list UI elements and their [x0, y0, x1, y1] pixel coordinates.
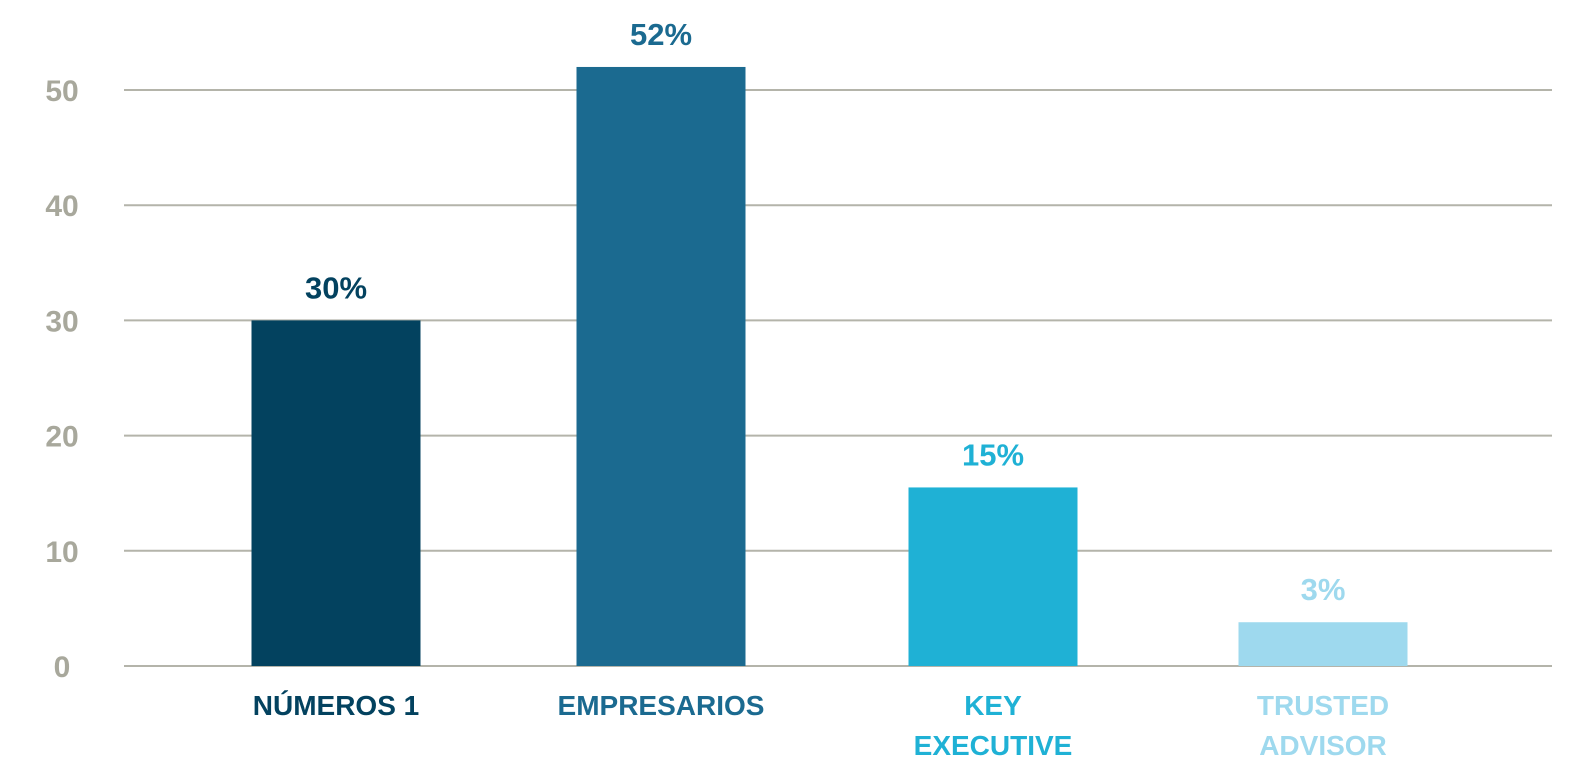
- bar-2: [576, 66, 746, 666]
- category-label-4-line-2: ADVISOR: [1259, 730, 1387, 759]
- value-label-4: 3%: [1301, 572, 1346, 607]
- bar-3: [908, 487, 1078, 666]
- category-labels: NÚMEROS 1 EMPRESARIOS KEY EXECUTIVE TRUSTED A…: [253, 690, 1389, 759]
- category-label-2-line-1: EMPRESARIOS: [558, 690, 765, 721]
- y-tick-label-0: 0: [54, 651, 71, 684]
- bar-4: [1238, 622, 1408, 666]
- value-label-2: 52%: [630, 17, 692, 52]
- bar-1: [251, 320, 421, 666]
- category-label-1-line-1: NÚMEROS 1: [253, 690, 419, 721]
- y-tick-label-30: 30: [45, 305, 78, 338]
- bars: [251, 66, 1408, 666]
- category-label-3-line-1: KEY: [964, 690, 1022, 721]
- y-axis-tick-labels: 0 10 20 30 40 50: [45, 75, 78, 684]
- value-label-3: 15%: [962, 437, 1024, 472]
- value-labels: 30% 52% 15% 3%: [305, 17, 1345, 607]
- category-label-4-line-1: TRUSTED: [1257, 690, 1389, 721]
- y-tick-label-10: 10: [45, 536, 78, 569]
- y-tick-label-40: 40: [45, 190, 78, 223]
- y-tick-label-20: 20: [45, 421, 78, 454]
- value-label-1: 30%: [305, 270, 367, 305]
- y-tick-label-50: 50: [45, 75, 78, 108]
- category-label-3-line-2: EXECUTIVE: [914, 730, 1073, 759]
